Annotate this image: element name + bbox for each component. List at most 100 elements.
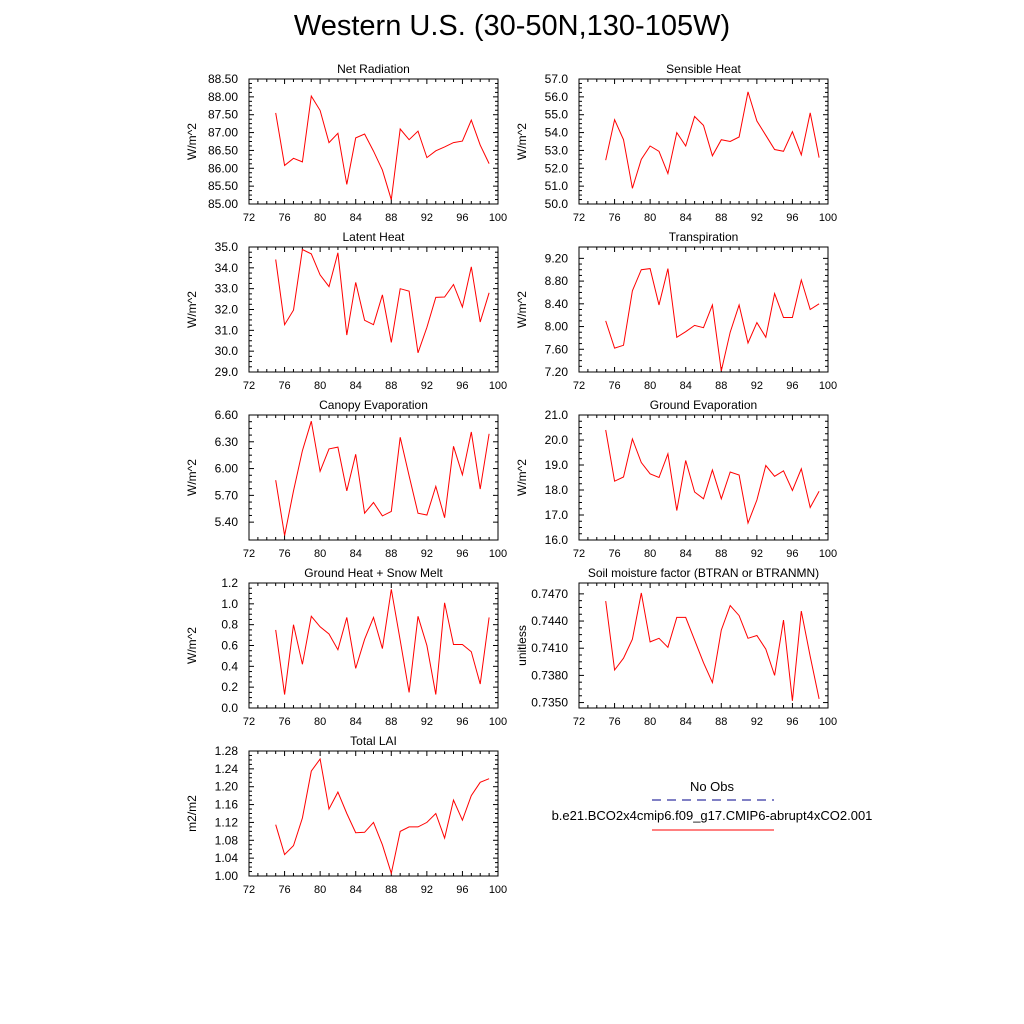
y-tick-label: 1.24 xyxy=(215,762,239,776)
x-tick-label: 92 xyxy=(751,548,763,560)
x-tick-label: 76 xyxy=(278,380,290,392)
x-tick-label: 92 xyxy=(751,716,763,728)
y-tick-label: 8.40 xyxy=(545,297,569,311)
y-tick-label: 0.6 xyxy=(221,639,238,653)
legend-model-line xyxy=(652,829,774,831)
y-tick-label: 6.60 xyxy=(215,408,239,422)
x-tick-label: 88 xyxy=(385,716,397,728)
y-tick-label: 19.0 xyxy=(545,458,569,472)
x-tick-label: 88 xyxy=(715,716,727,728)
x-tick-label: 72 xyxy=(573,716,585,728)
x-tick-label: 100 xyxy=(489,716,507,728)
x-tick-label: 100 xyxy=(489,884,507,896)
y-tick-label: 88.50 xyxy=(208,72,238,86)
y-tick-label: 1.08 xyxy=(215,833,239,847)
y-tick-label: 5.70 xyxy=(215,488,239,502)
x-tick-label: 72 xyxy=(243,716,255,728)
x-tick-label: 76 xyxy=(608,212,620,224)
panel-1: 72 76 80 84 88 92 96 100 50.0 51.0 52.0 53.0 54.0 55.… xyxy=(515,62,837,224)
y-tick-label: 1.20 xyxy=(215,780,239,794)
x-tick-label: 88 xyxy=(385,212,397,224)
y-tick-label: 0.7380 xyxy=(531,668,568,682)
series-line xyxy=(605,91,820,189)
y-tick-label: 87.00 xyxy=(208,126,238,140)
y-tick-label: 29.0 xyxy=(215,365,239,379)
x-tick-label: 80 xyxy=(314,380,326,392)
x-tick-label: 76 xyxy=(278,548,290,560)
y-tick-label: 33.0 xyxy=(215,282,239,296)
y-tick-label: 8.00 xyxy=(545,320,569,334)
x-tick-label: 84 xyxy=(680,548,692,560)
y-tick-label: 7.20 xyxy=(545,365,569,379)
y-tick-label: 1.2 xyxy=(221,576,238,590)
panel-title: Net Radiation xyxy=(337,62,410,76)
x-tick-label: 88 xyxy=(385,380,397,392)
y-tick-label: 1.28 xyxy=(215,744,239,758)
x-tick-label: 96 xyxy=(786,716,798,728)
panel-0: 72 76 80 84 88 92 96 100 85.00 85.50 86.00 86.50 87.… xyxy=(185,62,507,224)
x-tick-label: 88 xyxy=(385,884,397,896)
x-tick-label: 96 xyxy=(786,212,798,224)
x-tick-label: 84 xyxy=(350,716,362,728)
x-tick-label: 96 xyxy=(456,884,468,896)
x-tick-label: 76 xyxy=(608,716,620,728)
panel-title: Ground Evaporation xyxy=(650,398,757,412)
y-tick-label: 0.7440 xyxy=(531,614,568,628)
panel-title: Transpiration xyxy=(669,230,739,244)
series-line xyxy=(275,94,490,200)
y-tick-label: 86.50 xyxy=(208,143,238,157)
x-tick-label: 72 xyxy=(573,212,585,224)
x-tick-label: 96 xyxy=(456,380,468,392)
x-tick-label: 72 xyxy=(243,548,255,560)
y-tick-label: 1.04 xyxy=(215,851,239,865)
y-tick-label: 5.40 xyxy=(215,515,239,529)
y-axis-label: W/m^2 xyxy=(515,123,529,160)
y-tick-label: 53.0 xyxy=(545,143,569,157)
panel-frame xyxy=(578,246,829,373)
panel-6: 72 76 80 84 88 92 96 100 0.0 0.2 0.4 0.6 0.8 1.0 1.2 Gr… xyxy=(185,566,507,728)
x-tick-label: 80 xyxy=(314,548,326,560)
legend-obs-line xyxy=(652,799,774,801)
x-tick-label: 92 xyxy=(751,212,763,224)
x-tick-label: 72 xyxy=(573,380,585,392)
x-tick-label: 80 xyxy=(644,548,656,560)
x-tick-label: 80 xyxy=(314,884,326,896)
panel-frame xyxy=(578,78,829,205)
y-tick-label: 32.0 xyxy=(215,303,239,317)
x-tick-label: 84 xyxy=(680,212,692,224)
y-axis-label: W/m^2 xyxy=(515,291,529,328)
panel-8: 72 76 80 84 88 92 96 100 1.00 1.04 1.08 1.12 1.16 1.2… xyxy=(185,734,507,896)
panel-frame xyxy=(248,750,499,877)
series-line xyxy=(605,268,820,372)
panel-title: Sensible Heat xyxy=(666,62,741,76)
y-axis-label: m2/m2 xyxy=(185,795,199,832)
x-tick-label: 96 xyxy=(456,548,468,560)
y-tick-label: 0.2 xyxy=(221,680,238,694)
x-tick-label: 84 xyxy=(680,716,692,728)
y-tick-label: 56.0 xyxy=(545,90,569,104)
page-title: Western U.S. (30-50N,130-105W) xyxy=(293,10,731,42)
x-tick-label: 92 xyxy=(421,716,433,728)
series-line xyxy=(275,248,490,353)
x-tick-label: 100 xyxy=(819,548,837,560)
x-tick-label: 84 xyxy=(350,380,362,392)
y-tick-label: 9.20 xyxy=(545,251,569,265)
y-tick-label: 85.00 xyxy=(208,197,238,211)
x-tick-label: 80 xyxy=(314,212,326,224)
x-tick-label: 88 xyxy=(715,548,727,560)
y-tick-label: 31.0 xyxy=(215,323,239,337)
x-tick-label: 96 xyxy=(456,212,468,224)
panel-4: 72 76 80 84 88 92 96 100 5.40 5.70 6.00 6.30 6.60 Can… xyxy=(185,398,507,560)
y-tick-label: 6.00 xyxy=(215,462,239,476)
x-tick-label: 92 xyxy=(421,548,433,560)
y-tick-label: 88.00 xyxy=(208,90,238,104)
x-tick-label: 76 xyxy=(608,380,620,392)
x-tick-label: 96 xyxy=(786,548,798,560)
y-tick-label: 35.0 xyxy=(215,240,239,254)
y-tick-label: 0.7470 xyxy=(531,587,568,601)
x-tick-label: 100 xyxy=(489,380,507,392)
series-line xyxy=(605,429,820,525)
y-tick-label: 17.0 xyxy=(545,508,569,522)
x-tick-label: 96 xyxy=(786,380,798,392)
